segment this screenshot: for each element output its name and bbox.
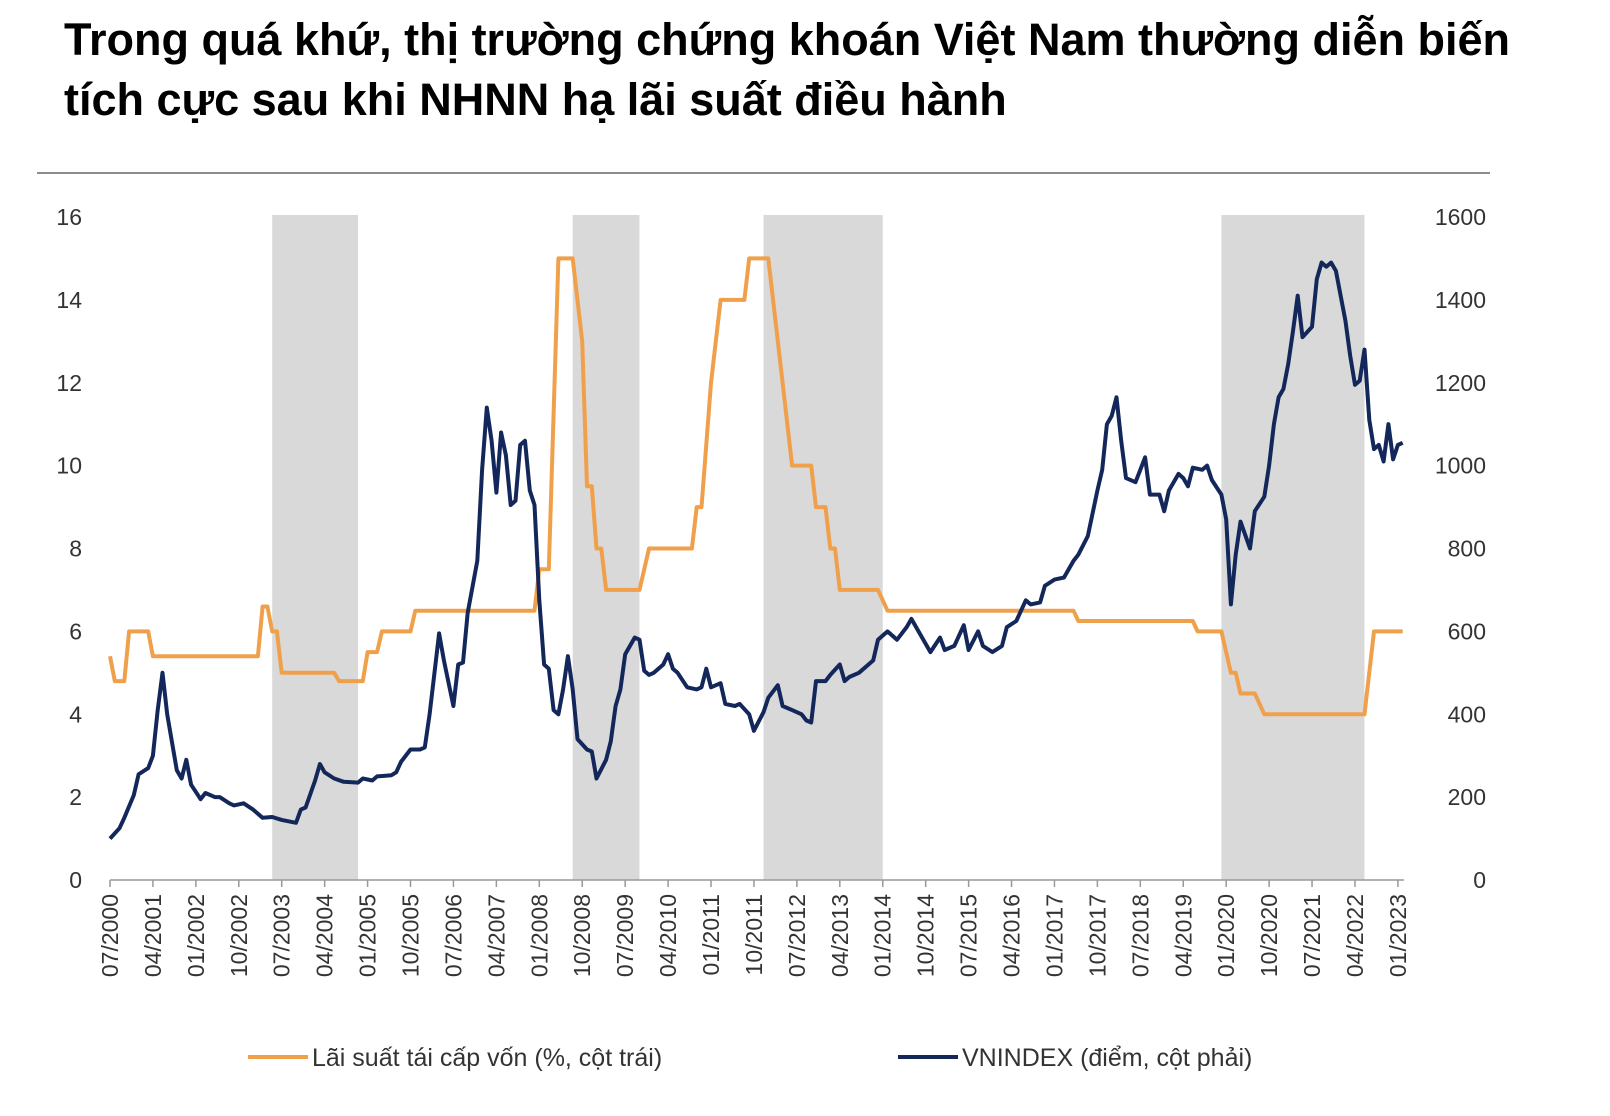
x-tick-label: 04/2001 bbox=[140, 894, 166, 977]
tick-labels: 07/2000 04/2001 01/2002 10/2002 07/2003 04/20… bbox=[56, 204, 1486, 977]
x-tick-label: 07/2018 bbox=[1127, 894, 1153, 977]
x-tick-label: 07/2012 bbox=[784, 894, 810, 977]
y-right-tick-label: 200 bbox=[1448, 784, 1486, 810]
x-tick-label: 10/2002 bbox=[226, 894, 252, 977]
x-tick-label: 07/2009 bbox=[612, 894, 638, 977]
series-line-vnindex bbox=[108, 260, 1404, 840]
x-tick-label: 01/2023 bbox=[1385, 894, 1411, 977]
y-right-tick-label: 1000 bbox=[1435, 453, 1486, 479]
legend-label: VNINDEX (điểm, cột phải) bbox=[962, 1044, 1252, 1072]
x-tick-label: 04/2004 bbox=[312, 894, 338, 977]
y-left-tick-label: 16 bbox=[56, 204, 82, 230]
series-lines bbox=[108, 256, 1404, 840]
x-tick-label: 04/2019 bbox=[1170, 894, 1196, 977]
legend-label: Lãi suất tái cấp vốn (%, cột trái) bbox=[312, 1044, 662, 1072]
y-right-tick-label: 1200 bbox=[1435, 370, 1486, 396]
legend: Lãi suất tái cấp vốn (%, cột trái) VNINDE… bbox=[248, 1044, 1252, 1072]
y-right-tick-label: 0 bbox=[1473, 867, 1486, 893]
axes bbox=[109, 879, 1404, 887]
y-right-tick-label: 400 bbox=[1448, 701, 1486, 727]
x-tick-label: 04/2007 bbox=[483, 894, 509, 977]
x-tick-label: 07/2003 bbox=[269, 894, 295, 977]
y-left-tick-label: 12 bbox=[56, 370, 82, 396]
x-tick-label: 04/2016 bbox=[999, 894, 1025, 977]
x-tick-label: 04/2010 bbox=[655, 894, 681, 977]
x-tick-label: 10/2014 bbox=[913, 894, 939, 977]
shaded-periods bbox=[272, 215, 1365, 880]
x-tick-label: 04/2022 bbox=[1342, 894, 1368, 977]
y-left-tick-label: 2 bbox=[69, 784, 82, 810]
x-tick-label: 01/2011 bbox=[698, 894, 724, 975]
x-tick-label: 04/2013 bbox=[827, 894, 853, 977]
chart-title: Trong quá khứ, thị trường chứng khoán Vi… bbox=[64, 14, 1511, 125]
y-left-tick-label: 8 bbox=[69, 536, 82, 562]
x-tick-label: 07/2021 bbox=[1299, 894, 1325, 977]
shaded-period bbox=[763, 215, 883, 880]
x-tick-label: 01/2014 bbox=[870, 894, 896, 977]
y-right-tick-label: 800 bbox=[1448, 536, 1486, 562]
x-tick-label: 01/2008 bbox=[526, 894, 552, 977]
x-tick-label: 10/2005 bbox=[398, 894, 424, 977]
x-tick-label: 01/2002 bbox=[183, 894, 209, 977]
x-tick-label: 01/2020 bbox=[1213, 894, 1239, 977]
x-tick-label: 07/2006 bbox=[440, 894, 466, 977]
y-left-tick-label: 6 bbox=[69, 618, 82, 644]
x-tick-label: 10/2008 bbox=[569, 894, 595, 977]
y-left-tick-label: 0 bbox=[69, 867, 82, 893]
shaded-period bbox=[572, 215, 640, 880]
x-tick-label: 10/2017 bbox=[1084, 894, 1110, 977]
title-divider bbox=[37, 172, 1490, 174]
x-tick-label: 10/2011 bbox=[741, 894, 767, 975]
y-right-tick-label: 1600 bbox=[1435, 204, 1486, 230]
y-right-tick-label: 600 bbox=[1448, 618, 1486, 644]
y-left-tick-label: 4 bbox=[69, 701, 82, 727]
y-left-tick-label: 14 bbox=[56, 287, 82, 313]
x-tick-label: 07/2015 bbox=[956, 894, 982, 977]
series-line-rate bbox=[108, 256, 1403, 717]
x-tick-label: 01/2017 bbox=[1041, 894, 1067, 977]
x-tick-label: 10/2020 bbox=[1256, 894, 1282, 977]
y-right-tick-label: 1400 bbox=[1435, 287, 1486, 313]
x-tick-label: 01/2005 bbox=[355, 894, 381, 977]
y-left-tick-label: 10 bbox=[56, 453, 82, 479]
x-tick-label: 07/2000 bbox=[97, 894, 123, 977]
shaded-period bbox=[272, 215, 359, 880]
